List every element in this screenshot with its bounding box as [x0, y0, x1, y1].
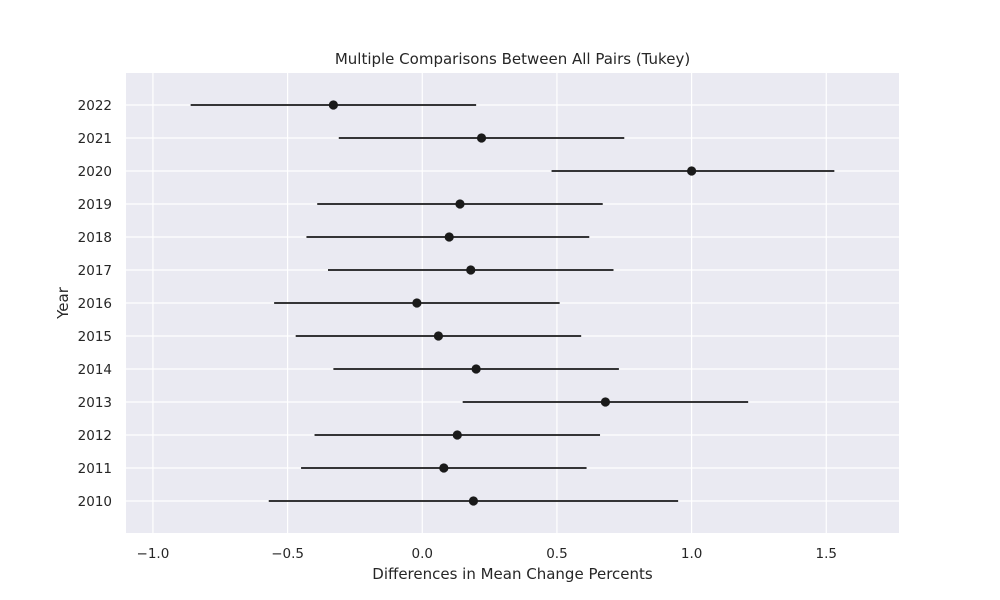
- y-tick-label: 2010: [78, 494, 112, 510]
- mean-point: [452, 430, 462, 440]
- mean-point: [687, 166, 697, 176]
- y-tick-label: 2016: [78, 296, 112, 312]
- y-tick-label: 2017: [78, 263, 112, 279]
- x-axis-ticks: −1.0 −0.5 0.0 0.5 1.0 1.5: [137, 546, 837, 562]
- mean-point: [466, 265, 476, 275]
- mean-point: [471, 364, 481, 374]
- x-tick-label: 1.0: [681, 546, 702, 562]
- mean-point: [412, 298, 422, 308]
- y-tick-label: 2015: [78, 329, 112, 345]
- x-tick-label: 0.5: [546, 546, 567, 562]
- y-axis-label: Year: [54, 286, 72, 320]
- y-tick-label: 2022: [78, 98, 112, 114]
- mean-point: [455, 199, 465, 209]
- y-tick-label: 2019: [78, 197, 112, 213]
- mean-point: [600, 397, 611, 407]
- y-tick-label: 2011: [78, 461, 112, 477]
- chart-title: Multiple Comparisons Between All Pairs (…: [335, 50, 690, 68]
- y-tick-label: 2018: [78, 230, 112, 246]
- mean-point: [476, 133, 487, 143]
- y-tick-label: 2020: [78, 164, 112, 180]
- y-tick-label: 2021: [78, 131, 112, 147]
- mean-point: [328, 100, 338, 110]
- x-tick-label: 1.5: [816, 546, 837, 562]
- mean-point: [433, 331, 444, 341]
- y-tick-label: 2014: [78, 362, 112, 378]
- x-tick-label: 0.0: [412, 546, 433, 562]
- error-bars: [190, 100, 835, 506]
- x-tick-label: −0.5: [271, 546, 304, 562]
- mean-point: [468, 496, 479, 506]
- mean-point: [439, 463, 449, 473]
- x-axis-label: Differences in Mean Change Percents: [372, 565, 653, 583]
- y-axis-ticks: 2022 2021 2020 2019 2018 2017 2016 2015 2014 2013…: [78, 98, 112, 510]
- y-tick-label: 2013: [78, 395, 112, 411]
- y-tick-label: 2012: [78, 428, 112, 444]
- x-tick-label: −1.0: [137, 546, 170, 562]
- mean-point: [444, 232, 454, 242]
